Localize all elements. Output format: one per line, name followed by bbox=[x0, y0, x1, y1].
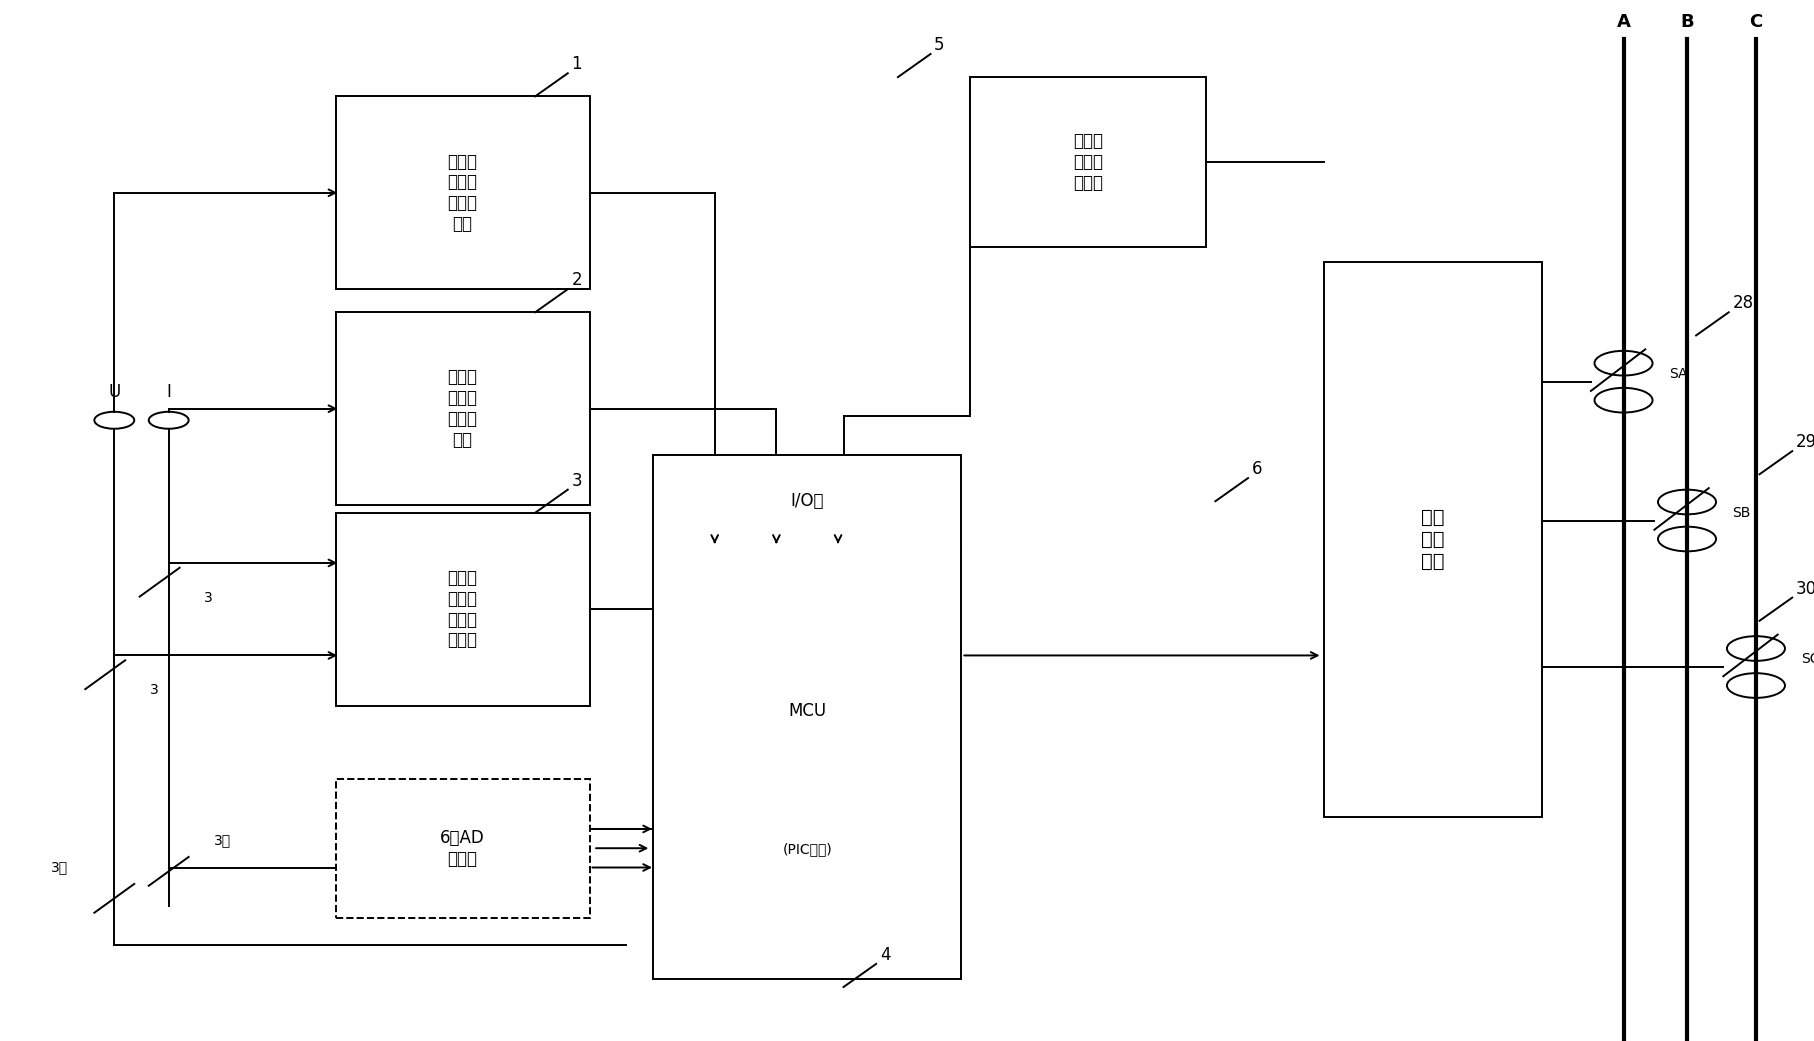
Text: MCU: MCU bbox=[787, 702, 827, 720]
Text: 6: 6 bbox=[1252, 460, 1263, 478]
Text: 1: 1 bbox=[571, 55, 582, 73]
Text: 5: 5 bbox=[934, 36, 945, 54]
Bar bbox=[970, 77, 1206, 247]
Text: A: A bbox=[1616, 12, 1631, 31]
Text: 三相电
压电流
过零检
测电路: 三相电 压电流 过零检 测电路 bbox=[448, 569, 477, 650]
Text: 3: 3 bbox=[205, 590, 212, 605]
Text: 三相
执行
单元: 三相 执行 单元 bbox=[1422, 508, 1444, 572]
Text: 电流锁
相环倍
频时钟
电路: 电流锁 相环倍 频时钟 电路 bbox=[448, 369, 477, 449]
Bar bbox=[336, 312, 590, 505]
Text: 29: 29 bbox=[1796, 433, 1814, 451]
Bar bbox=[653, 455, 961, 980]
Bar bbox=[336, 513, 590, 706]
Text: SA: SA bbox=[1669, 367, 1687, 381]
Text: 30: 30 bbox=[1796, 580, 1814, 598]
Text: C: C bbox=[1749, 12, 1763, 31]
Bar bbox=[336, 97, 590, 289]
Text: 28: 28 bbox=[1732, 295, 1754, 312]
Bar bbox=[336, 779, 590, 917]
Text: 4: 4 bbox=[880, 946, 891, 964]
Text: I: I bbox=[167, 383, 171, 402]
Text: (PIC系列): (PIC系列) bbox=[782, 842, 833, 857]
Text: 6路AD
转换器: 6路AD 转换器 bbox=[441, 829, 484, 867]
Text: 3组: 3组 bbox=[51, 861, 67, 874]
Text: B: B bbox=[1680, 12, 1694, 31]
Text: I/O口: I/O口 bbox=[791, 491, 824, 510]
Text: SB: SB bbox=[1732, 506, 1751, 519]
Text: SC: SC bbox=[1801, 653, 1814, 666]
Bar bbox=[1324, 262, 1542, 817]
Text: 3: 3 bbox=[151, 683, 158, 697]
Text: U: U bbox=[109, 383, 120, 402]
Text: 2: 2 bbox=[571, 271, 582, 289]
Text: 自适应
开关检
测电路: 自适应 开关检 测电路 bbox=[1074, 132, 1103, 192]
Text: 3组: 3组 bbox=[214, 834, 230, 847]
Text: 电压锁
相环倍
频时钟
电路: 电压锁 相环倍 频时钟 电路 bbox=[448, 153, 477, 233]
Text: 3: 3 bbox=[571, 472, 582, 489]
